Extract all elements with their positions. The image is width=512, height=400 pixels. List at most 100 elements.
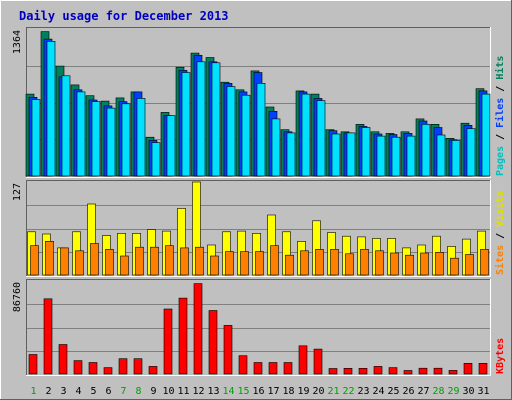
bar-sites-day-20: [315, 249, 324, 276]
bar-kbytes-day-30: [463, 362, 473, 375]
bar-sites-day-2: [45, 241, 54, 276]
bar-pages-day-10: [166, 115, 176, 177]
bar-pages-day-3: [61, 75, 71, 177]
bar-sites-day-11: [180, 247, 189, 276]
bar-kbytes-day-31: [478, 362, 488, 375]
plot-area: [26, 279, 491, 376]
bar-kbytes-day-3: [58, 344, 68, 375]
bar-sites-day-15: [240, 251, 249, 276]
legend-separator: /: [495, 80, 506, 98]
x-tick-label-day-4: 4: [75, 386, 81, 397]
legend-hits: Hits: [494, 56, 506, 80]
x-tick-label-day-19: 19: [297, 386, 309, 397]
y-max-label: 86760: [12, 282, 23, 312]
x-tick-label-day-29: 29: [447, 386, 459, 397]
bar-sites-day-1: [30, 245, 39, 276]
bar-pages-day-23: [361, 127, 371, 177]
bar-sites-day-31: [480, 249, 489, 276]
bar-kbytes-day-29: [448, 370, 458, 375]
bar-pages-day-9: [151, 142, 161, 177]
legend-pages: Pages: [495, 146, 506, 176]
x-tick-label-day-13: 13: [207, 386, 219, 397]
x-tick-label-day-6: 6: [105, 386, 111, 397]
bar-sites-day-16: [255, 251, 264, 276]
bar-pages-day-29: [451, 140, 461, 177]
bar-sites-day-13: [210, 255, 219, 276]
bar-sites-day-10: [165, 245, 174, 276]
bar-pages-day-12: [196, 61, 206, 177]
bar-kbytes-day-11: [178, 297, 188, 375]
bar-sites-day-4: [75, 250, 84, 276]
chart-title: Daily usage for December 2013: [19, 9, 229, 23]
bar-kbytes-day-22: [343, 367, 353, 375]
x-tick-label-day-2: 2: [45, 386, 51, 397]
x-tick-label-day-9: 9: [150, 386, 156, 397]
y-max-label: 1364: [12, 30, 23, 54]
bar-pages-day-26: [406, 135, 416, 177]
bar-kbytes-day-12: [193, 283, 203, 375]
bar-kbytes-day-18: [283, 362, 293, 375]
bar-kbytes-day-1: [28, 354, 38, 375]
bar-sites-day-18: [285, 254, 294, 276]
bar-kbytes-day-10: [163, 308, 173, 375]
x-tick-label-day-30: 30: [462, 386, 474, 397]
bar-kbytes-day-4: [73, 360, 83, 375]
x-tick-label-day-12: 12: [192, 386, 204, 397]
panel-kbytes: 86760 KBytes: [12, 279, 506, 376]
bar-pages-day-20: [316, 100, 326, 177]
bar-pages-day-11: [181, 72, 191, 177]
bar-kbytes-day-19: [298, 345, 308, 375]
x-tick-label-day-15: 15: [237, 386, 249, 397]
bar-kbytes-day-13: [208, 310, 218, 375]
x-tick-label-day-27: 27: [417, 386, 429, 397]
bar-pages-day-31: [481, 93, 491, 177]
bar-pages-day-17: [271, 118, 281, 177]
bar-pages-day-24: [376, 135, 386, 177]
x-tick-label-day-20: 20: [312, 386, 324, 397]
bar-sites-day-7: [120, 255, 129, 276]
bar-pages-day-2: [46, 40, 56, 177]
bar-sites-day-8: [135, 246, 144, 276]
bar-sites-day-6: [105, 249, 114, 276]
bar-pages-day-15: [241, 94, 251, 177]
bar-pages-day-5: [91, 101, 101, 177]
legend-visits: Visits: [494, 191, 506, 227]
bar-pages-day-30: [466, 128, 476, 177]
chart-panels: 1364 Pages / Files / Hits 127 Sites / Visit…: [12, 27, 506, 376]
bar-sites-day-21: [330, 249, 339, 276]
bar-pages-day-8: [136, 98, 146, 177]
bar-kbytes-day-20: [313, 348, 323, 375]
bar-pages-day-19: [301, 93, 311, 177]
bar-sites-day-25: [390, 252, 399, 276]
x-tick-label-day-24: 24: [372, 386, 384, 397]
side-legend: KBytes: [495, 338, 506, 374]
bar-pages-day-22: [346, 132, 356, 177]
x-tick-label-day-22: 22: [342, 386, 354, 397]
bar-sites-day-3: [60, 247, 69, 276]
x-tick-label-day-3: 3: [60, 386, 66, 397]
bar-sites-day-24: [375, 250, 384, 276]
bar-sites-day-14: [225, 251, 234, 276]
bar-kbytes-day-7: [118, 358, 128, 375]
x-tick-label-day-8: 8: [135, 386, 141, 397]
x-tick-label-day-7: 7: [120, 386, 126, 397]
x-tick-label-day-21: 21: [327, 386, 339, 397]
x-tick-label-day-31: 31: [477, 386, 489, 397]
bar-sites-day-23: [360, 249, 369, 276]
bar-kbytes-day-15: [238, 355, 248, 375]
bar-kbytes-day-6: [103, 367, 113, 375]
bar-kbytes-day-2: [43, 298, 53, 375]
bar-kbytes-day-17: [268, 362, 278, 375]
x-tick-label-day-18: 18: [282, 386, 294, 397]
bar-sites-day-5: [90, 243, 99, 276]
bar-pages-day-18: [286, 132, 296, 177]
bar-kbytes-day-14: [223, 325, 233, 375]
side-legend: Sites / Visits: [494, 191, 506, 275]
bar-sites-day-30: [465, 254, 474, 276]
bar-pages-day-28: [436, 134, 446, 177]
y-max-label: 127: [12, 183, 23, 201]
bar-sites-day-17: [270, 245, 279, 276]
bar-sites-day-28: [435, 252, 444, 276]
